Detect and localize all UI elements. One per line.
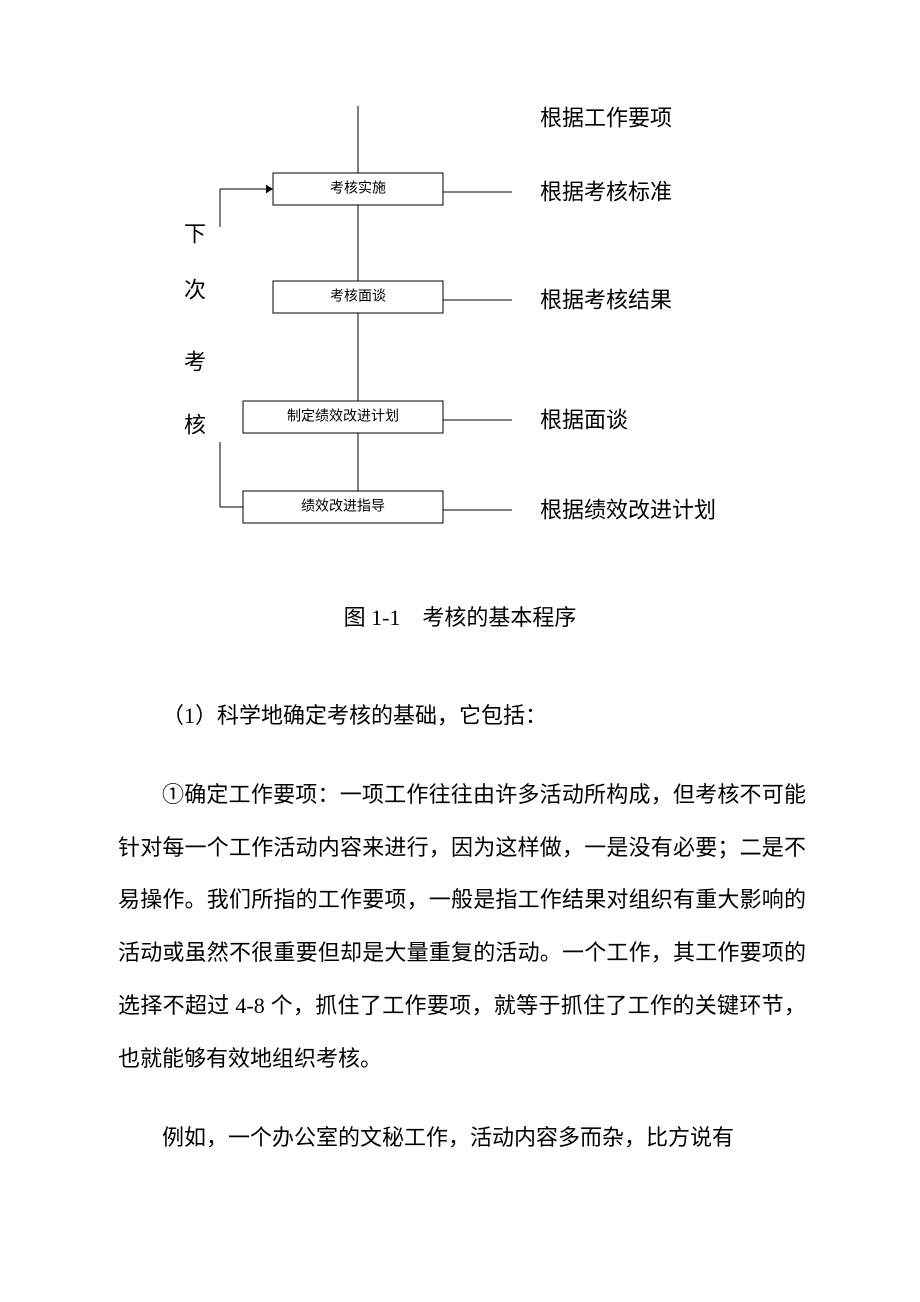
svg-text:根据考核标准: 根据考核标准 — [540, 180, 672, 205]
svg-text:根据工作要项: 根据工作要项 — [540, 106, 672, 131]
flowchart-diagram: 考核实施考核面谈制定绩效改进计划绩效改进指导 根据工作要项根据考核标准根据考核结果… — [0, 0, 920, 560]
svg-text:考: 考 — [184, 350, 206, 375]
paragraph-1: （1）科学地确定考核的基础，它包括： — [118, 690, 806, 743]
svg-text:考核面谈: 考核面谈 — [330, 289, 386, 305]
svg-text:绩效改进指导: 绩效改进指导 — [301, 499, 385, 515]
svg-text:次: 次 — [184, 278, 206, 303]
svg-text:根据面谈: 根据面谈 — [540, 408, 628, 433]
flowchart-svg: 考核实施考核面谈制定绩效改进计划绩效改进指导 根据工作要项根据考核标准根据考核结果… — [0, 0, 920, 560]
svg-text:制定绩效改进计划: 制定绩效改进计划 — [287, 409, 399, 425]
svg-text:考核实施: 考核实施 — [330, 181, 386, 197]
paragraph-3: 例如，一个办公室的文秘工作，活动内容多而杂，比方说有 — [118, 1112, 806, 1165]
paragraph-2: ①确定工作要项：一项工作往往由许多活动所构成，但考核不可能针对每一个工作活动内容… — [118, 769, 806, 1086]
svg-text:根据绩效改进计划: 根据绩效改进计划 — [540, 498, 716, 523]
body-text: （1）科学地确定考核的基础，它包括： ①确定工作要项：一项工作往往由许多活动所构… — [118, 690, 806, 1164]
figure-caption: 图 1-1 考核的基本程序 — [0, 600, 920, 632]
svg-text:下: 下 — [184, 222, 206, 247]
svg-text:核: 核 — [184, 413, 206, 438]
svg-text:根据考核结果: 根据考核结果 — [540, 288, 672, 313]
